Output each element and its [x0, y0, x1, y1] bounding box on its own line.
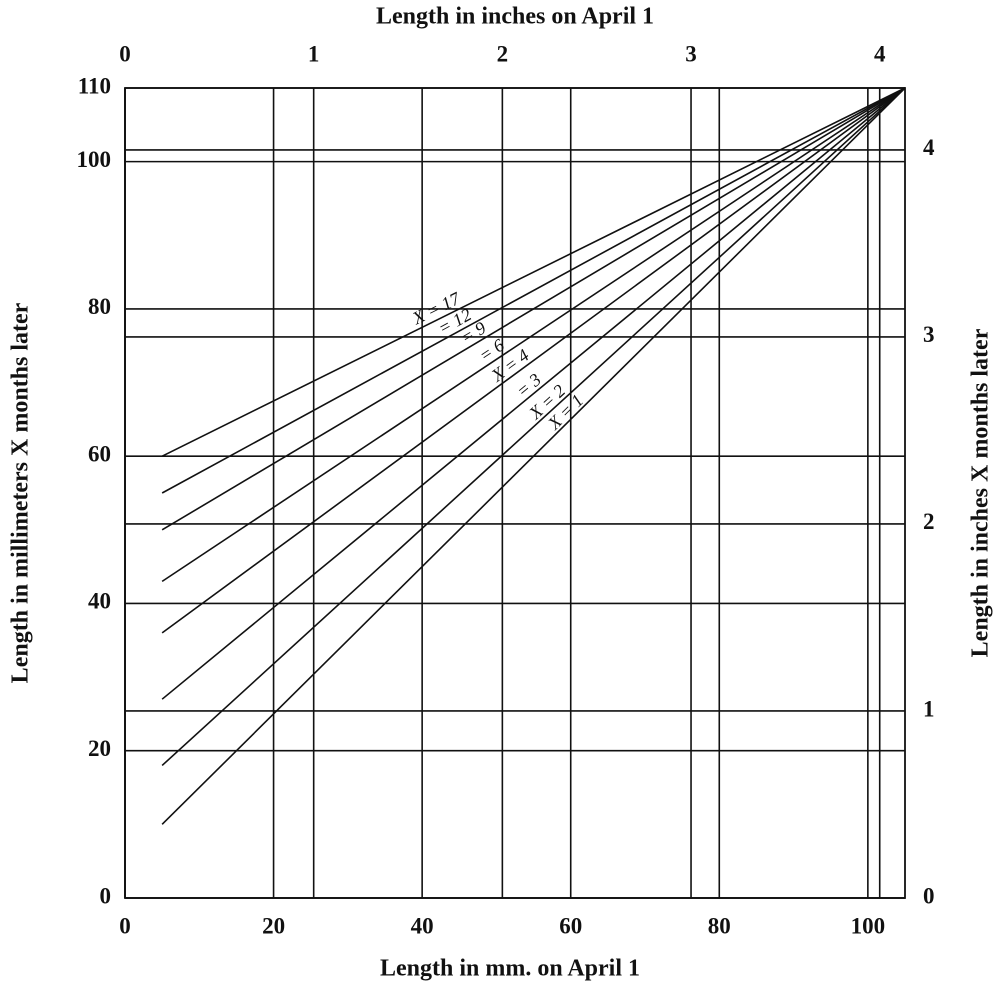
y-tick-label: 110 [78, 73, 111, 98]
y2-tick-label: 1 [923, 696, 935, 721]
y-tick-label: 40 [88, 589, 111, 614]
y-tick-label: 100 [77, 147, 112, 172]
x2-tick-label: 1 [308, 41, 320, 66]
x-tick-label: 80 [708, 913, 731, 938]
y-tick-label: 60 [88, 441, 111, 466]
x-tick-label: 0 [119, 913, 131, 938]
x-tick-label: 20 [262, 913, 285, 938]
x2-tick-label: 4 [874, 41, 886, 66]
x-tick-label: 100 [851, 913, 886, 938]
y-tick-label: 0 [100, 883, 112, 908]
x2-tick-label: 3 [685, 41, 697, 66]
x2-axis-label: Length in inches on April 1 [376, 4, 654, 30]
x-tick-label: 60 [559, 913, 582, 938]
x-axis-label: Length in mm. on April 1 [380, 956, 640, 982]
plot-frame [124, 87, 906, 899]
series-line [161, 87, 906, 634]
x-tick-label: 40 [411, 913, 434, 938]
y2-tick-label: 2 [923, 509, 935, 534]
series-line [161, 87, 906, 700]
series-line [161, 87, 906, 767]
y-axis-label: Length in millimeters X months later [8, 302, 34, 683]
series-line [161, 87, 906, 494]
y-tick-label: 80 [88, 294, 111, 319]
series-line [161, 87, 906, 531]
y-tick-label: 20 [88, 736, 111, 761]
y2-tick-label: 0 [923, 883, 935, 908]
x2-tick-label: 2 [497, 41, 509, 66]
y2-tick-label: 4 [923, 135, 935, 160]
series-line [161, 87, 906, 583]
y2-axis-label: Length in inches X months later [968, 328, 994, 657]
x2-tick-label: 0 [119, 41, 131, 66]
y2-tick-label: 3 [923, 322, 935, 347]
series-line [161, 87, 906, 825]
series-line [161, 87, 906, 457]
